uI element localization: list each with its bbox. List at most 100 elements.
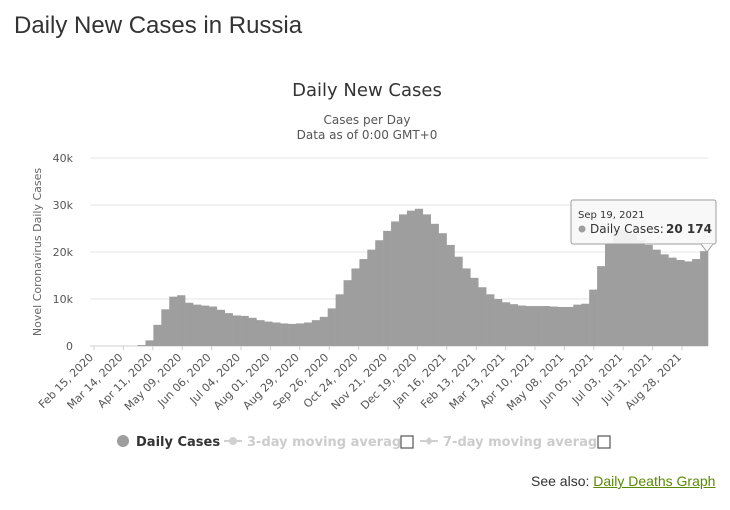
bar[interactable]	[177, 295, 186, 346]
bar[interactable]	[351, 268, 360, 346]
bar[interactable]	[264, 321, 273, 346]
legend-checkbox-3-day[interactable]	[400, 435, 414, 449]
bar[interactable]	[367, 249, 376, 346]
bar[interactable]	[193, 304, 202, 346]
bar[interactable]	[296, 323, 305, 346]
legend-label-daily-cases: Daily Cases	[136, 435, 220, 450]
bar[interactable]	[200, 305, 210, 346]
bar[interactable]	[303, 322, 313, 347]
bar[interactable]	[153, 324, 162, 346]
bar[interactable]	[256, 320, 265, 346]
bar[interactable]	[240, 315, 249, 346]
bar[interactable]	[509, 304, 519, 346]
bar[interactable]	[280, 323, 289, 346]
bar[interactable]	[406, 210, 416, 346]
bar[interactable]	[359, 259, 368, 346]
bar[interactable]	[248, 317, 257, 346]
bar[interactable]	[383, 230, 392, 346]
bar[interactable]	[549, 306, 558, 346]
bar[interactable]	[462, 268, 471, 346]
bar[interactable]	[676, 259, 685, 346]
bar[interactable]	[700, 251, 709, 346]
legend-item-7-day-moving-average[interactable]: 7-day moving average	[420, 435, 606, 450]
bar[interactable]	[612, 230, 622, 346]
bar[interactable]	[692, 259, 701, 346]
bar[interactable]	[272, 322, 281, 347]
page-title: Daily New Cases in Russia	[14, 12, 303, 39]
bar[interactable]	[137, 345, 146, 346]
bar[interactable]	[232, 315, 241, 346]
legend: Daily Cases 3-day moving average 7-day m…	[117, 435, 611, 450]
see-also-label: See also:	[531, 473, 590, 489]
bar[interactable]	[335, 294, 344, 346]
bar[interactable]	[161, 309, 170, 346]
bar[interactable]	[185, 302, 194, 346]
bar[interactable]	[311, 320, 321, 346]
tooltip: Sep 19, 2021 Daily Cases: 20 174	[570, 199, 717, 253]
bar[interactable]	[541, 306, 550, 346]
bar[interactable]	[668, 257, 677, 346]
bar[interactable]	[533, 306, 542, 346]
bar[interactable]	[430, 223, 439, 346]
legend-marker-3-day	[229, 437, 237, 445]
legend-item-daily-cases[interactable]: Daily Cases	[117, 435, 220, 450]
bar[interactable]	[644, 244, 653, 346]
bar[interactable]	[208, 306, 218, 346]
bar[interactable]	[525, 306, 534, 346]
y-tick-label: 40k	[53, 152, 74, 165]
bar[interactable]	[581, 303, 590, 346]
bar[interactable]	[454, 256, 463, 346]
y-tick-label: 0	[66, 340, 73, 353]
bar[interactable]	[375, 240, 384, 346]
daily-deaths-graph-link[interactable]: Daily Deaths Graph	[593, 473, 716, 489]
bar[interactable]	[319, 316, 328, 346]
bar[interactable]	[438, 233, 447, 346]
bar[interactable]	[597, 266, 606, 346]
bar[interactable]	[565, 306, 574, 346]
chart-subtitle-line1: Cases per Day	[324, 113, 411, 127]
bar[interactable]	[422, 214, 431, 346]
bar[interactable]	[620, 229, 630, 346]
bar[interactable]	[494, 299, 503, 346]
y-axis-label: Novel Coronavirus Daily Cases	[31, 168, 44, 336]
bar[interactable]	[327, 308, 336, 346]
legend-item-3-day-moving-average[interactable]: 3-day moving average	[224, 435, 410, 450]
y-tick-label: 20k	[53, 246, 74, 259]
legend-marker-7-day	[425, 437, 433, 445]
bar[interactable]	[145, 340, 154, 346]
y-tick-label: 30k	[53, 199, 74, 212]
bar[interactable]	[502, 302, 511, 346]
bar[interactable]	[636, 240, 645, 346]
bar[interactable]	[216, 309, 225, 346]
chart-title: Daily New Cases	[292, 80, 442, 101]
bar[interactable]	[557, 306, 566, 346]
bar[interactable]	[391, 221, 400, 346]
bar[interactable]	[399, 214, 408, 346]
bars	[137, 208, 709, 347]
tooltip-value: 20 174	[666, 222, 712, 236]
bar[interactable]	[628, 234, 637, 346]
y-axis-ticks: 0 10k 20k 30k 40k	[53, 152, 74, 353]
bar[interactable]	[573, 304, 582, 346]
bar[interactable]	[517, 305, 527, 346]
bar[interactable]	[486, 294, 495, 346]
bar[interactable]	[288, 323, 297, 346]
legend-checkbox-7-day[interactable]	[597, 435, 611, 449]
bar[interactable]	[343, 280, 352, 346]
see-also: See also: Daily Deaths Graph	[531, 473, 715, 489]
bar[interactable]	[169, 296, 178, 346]
bar[interactable]	[470, 277, 479, 346]
legend-label-3-day: 3-day moving average	[247, 435, 410, 450]
bar[interactable]	[446, 244, 455, 346]
y-tick-label: 10k	[53, 293, 74, 306]
bar[interactable]	[605, 242, 614, 346]
tooltip-label: Daily Cases:	[590, 222, 664, 236]
bar[interactable]	[224, 313, 233, 346]
bar[interactable]	[589, 289, 598, 346]
bar[interactable]	[652, 249, 661, 346]
bar[interactable]	[414, 208, 424, 346]
bar[interactable]	[478, 287, 487, 346]
bar[interactable]	[684, 261, 693, 346]
bar[interactable]	[660, 254, 669, 346]
